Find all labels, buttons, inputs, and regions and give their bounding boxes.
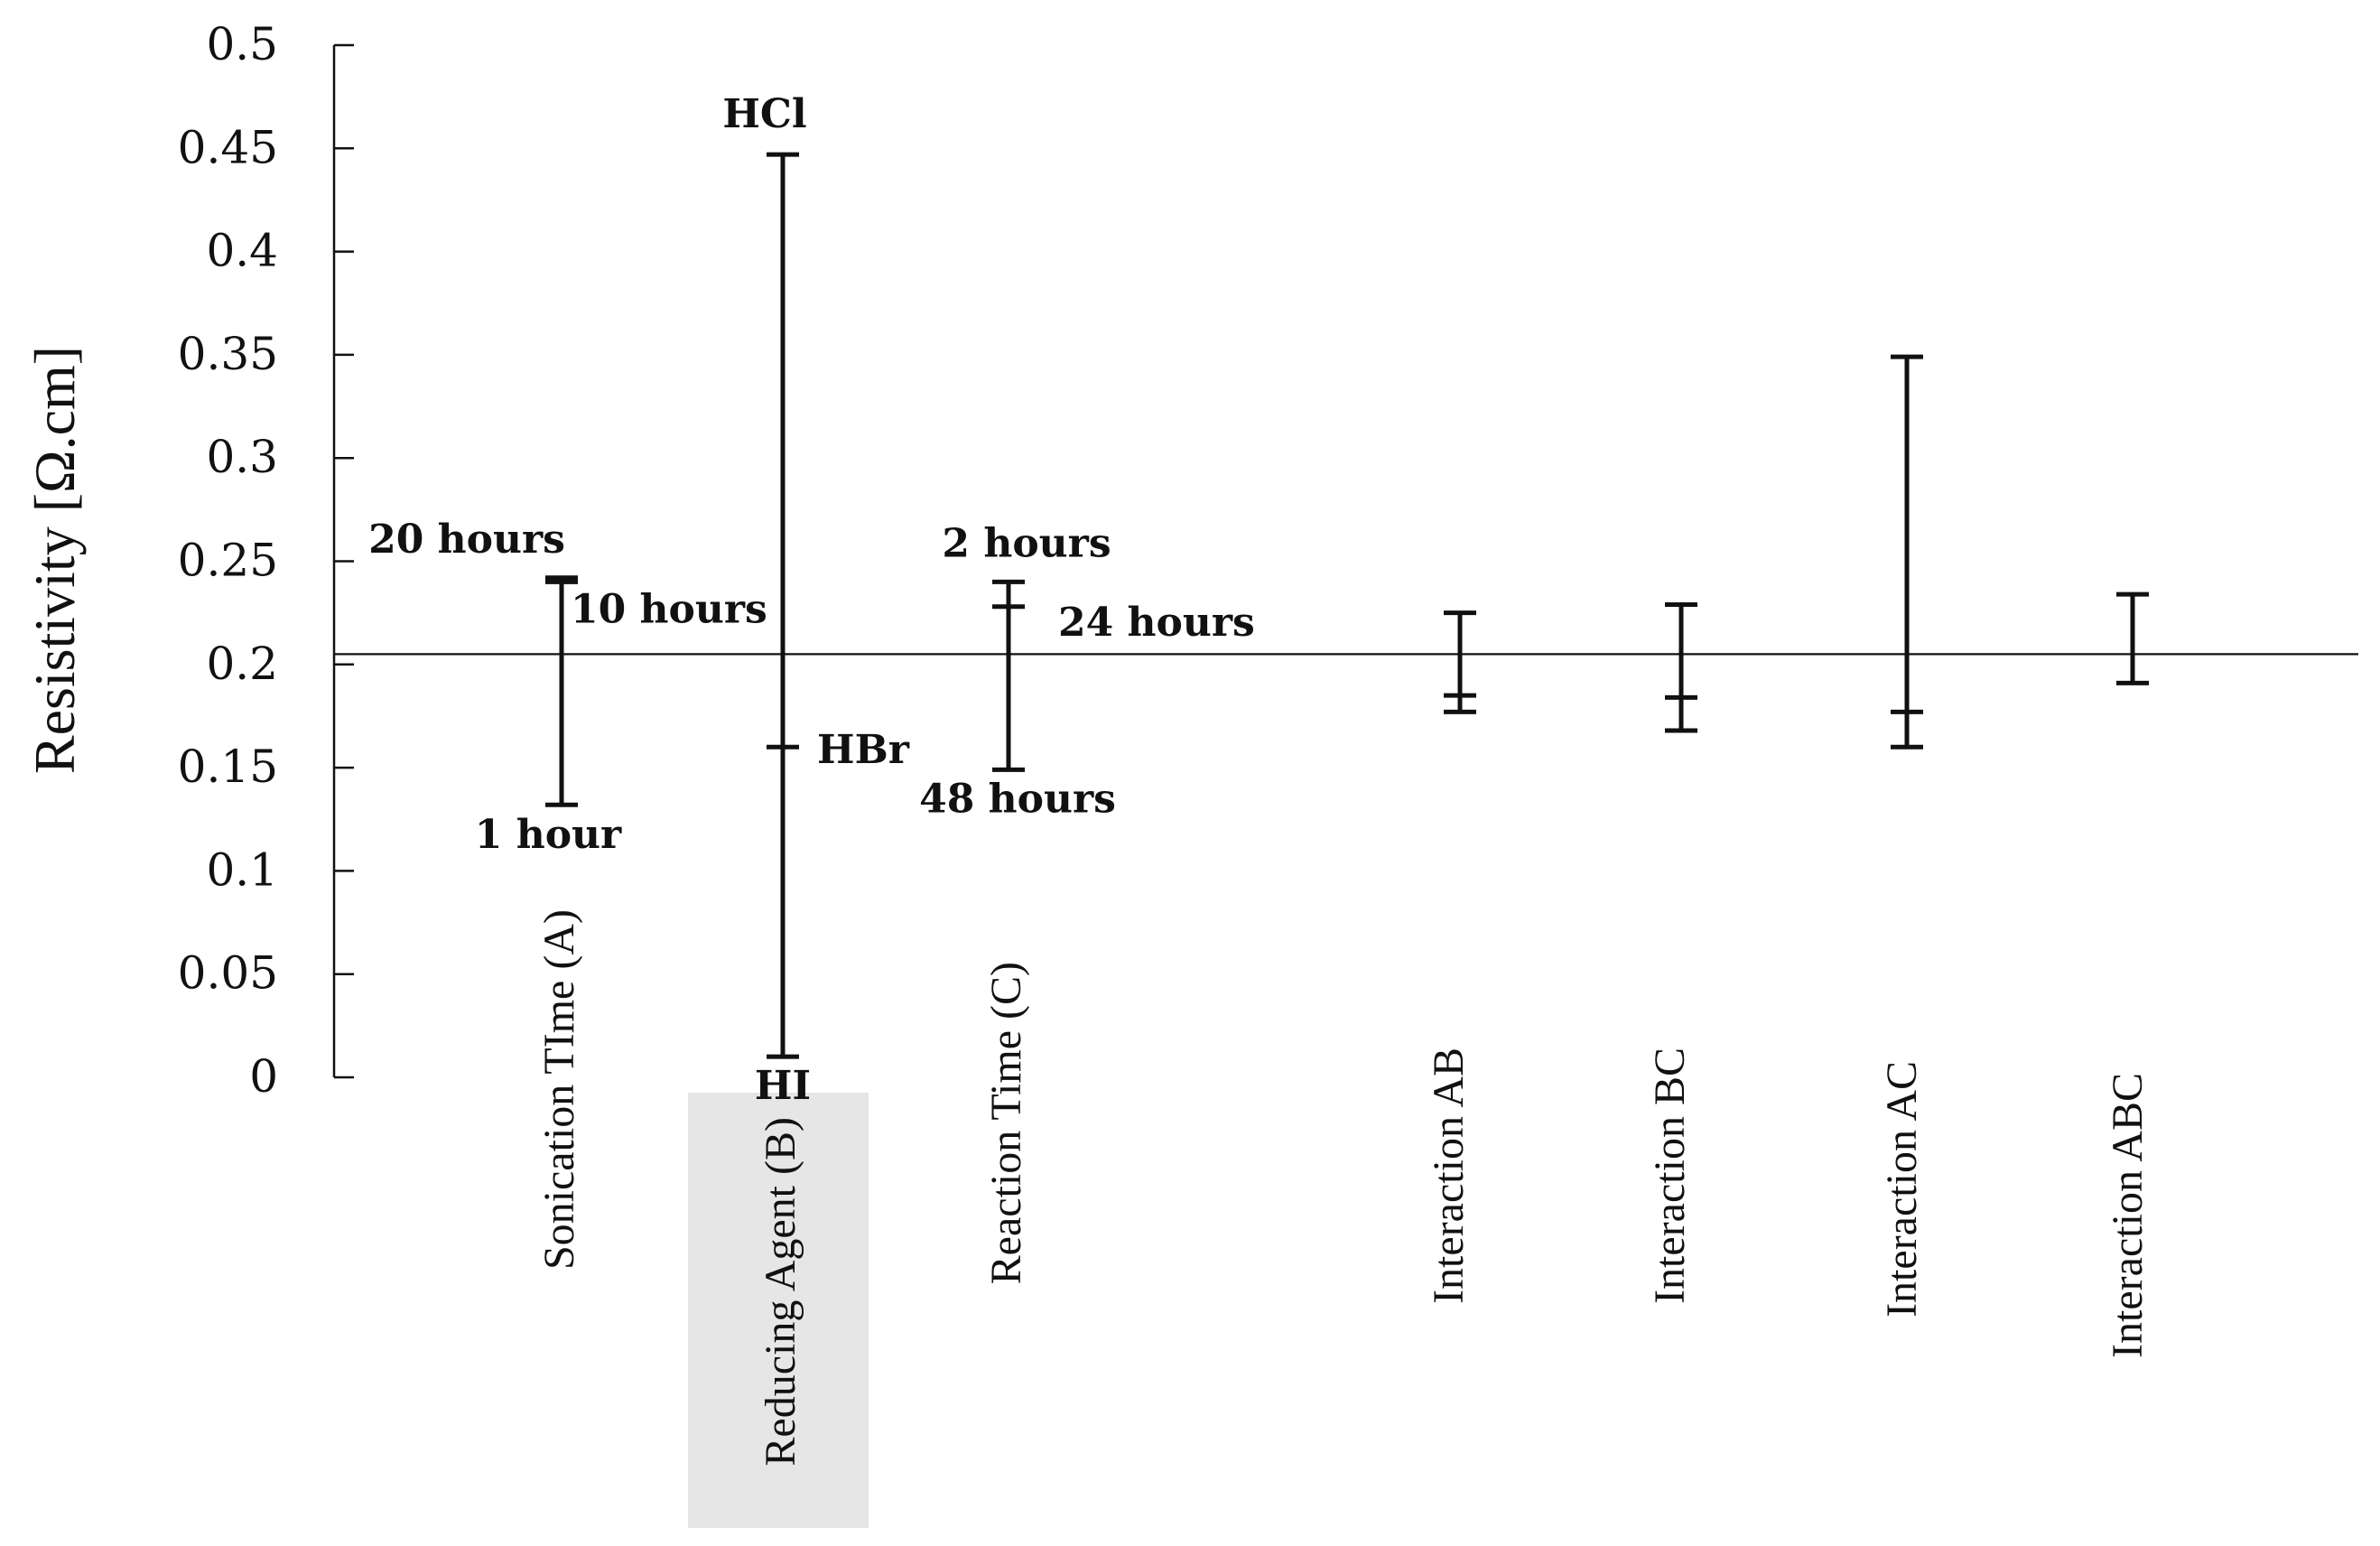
level-label: 48 hours <box>919 776 1116 822</box>
level-label: HCl <box>722 91 806 137</box>
y-tick-label: 0.25 <box>178 535 278 587</box>
y-tick-label: 0 <box>249 1050 278 1103</box>
factor-label: Reducing Agent (B) <box>757 1117 804 1467</box>
y-tick-label: 0.1 <box>206 843 278 896</box>
factor-highlight-box <box>688 1093 869 1528</box>
y-tick-label: 0.5 <box>206 18 278 70</box>
y-tick-label: 0.35 <box>178 328 278 380</box>
y-tick-label: 0.45 <box>178 121 278 173</box>
level-label: 24 hours <box>1058 600 1255 646</box>
factor-label: Sonication TIme (A) <box>535 909 583 1270</box>
y-tick-label: 0.15 <box>178 740 278 793</box>
y-tick-label: 0.2 <box>206 638 278 690</box>
level-label: 2 hours <box>942 520 1111 566</box>
level-label: 10 hours <box>571 586 767 632</box>
y-tick-label: 0.05 <box>178 947 278 1000</box>
y-tick-label: 0.4 <box>206 225 278 277</box>
y-tick-label: 0.3 <box>206 431 278 483</box>
factor-label: Reaction Time (C) <box>982 962 1030 1284</box>
level-label: HBr <box>817 727 910 773</box>
y-axis-label: Resistivity [Ω.cm] <box>23 346 87 774</box>
factor-label: Interaction AC <box>1878 1061 1926 1318</box>
factor-label: Interaction ABC <box>2104 1073 2152 1358</box>
axis-layer <box>332 43 2358 1079</box>
level-label: HI <box>755 1063 811 1109</box>
level-label: 20 hours <box>368 517 565 563</box>
highlight-layer <box>688 1093 869 1528</box>
factor-label: Interaction BC <box>1646 1048 1694 1304</box>
marks-layer <box>545 152 2149 1059</box>
labels-layer: 0 0.05 0.1 0.15 0.2 0.25 0.3 0.35 0.4 0.45 0.5 Resi… <box>23 18 2152 1467</box>
factor-label: Interaction AB <box>1425 1048 1473 1304</box>
level-label: 1 hour <box>475 812 622 858</box>
